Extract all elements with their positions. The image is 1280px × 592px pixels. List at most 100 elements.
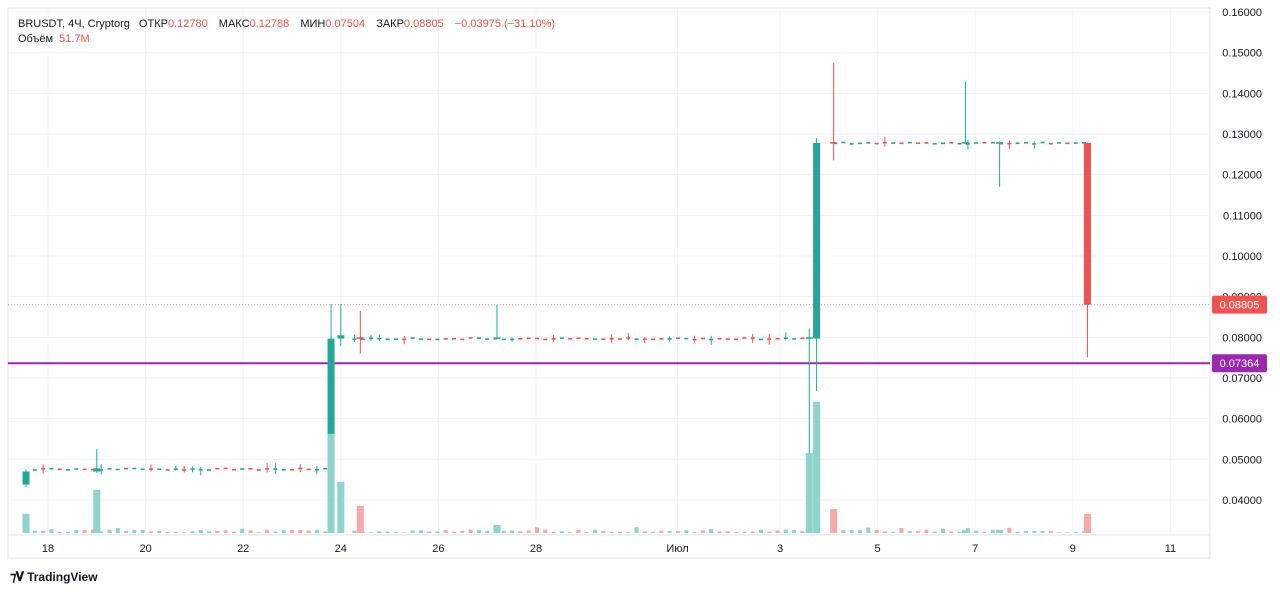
flat-candle xyxy=(957,142,962,145)
volume-bar xyxy=(22,513,30,533)
symbol-label[interactable]: BRUSDT, 4Ч, Cryptorg xyxy=(18,18,130,30)
volume-label[interactable]: Объём xyxy=(18,33,54,45)
volume-bar xyxy=(165,532,170,533)
flat-candle xyxy=(281,468,286,471)
y-tick-label: 0.05000 xyxy=(1222,454,1262,466)
volume-bar xyxy=(41,531,46,533)
volume-value: 51.7M xyxy=(59,33,90,45)
flat-candle xyxy=(742,337,747,339)
volume-bar xyxy=(402,532,407,533)
volume-bar xyxy=(460,530,465,533)
volume-bar xyxy=(273,531,278,533)
volume-bar xyxy=(949,531,954,533)
flat-candle xyxy=(215,467,220,470)
flat-candle xyxy=(584,337,589,340)
volume-bar xyxy=(667,530,672,533)
flat-candle xyxy=(240,468,245,470)
flat-candle xyxy=(1057,142,1062,144)
volume-bar xyxy=(551,531,556,533)
flat-candle xyxy=(874,142,879,145)
candle-body xyxy=(93,468,101,472)
volume-bar xyxy=(107,529,112,533)
volume-bar xyxy=(410,530,415,533)
flat-candle xyxy=(1065,142,1070,145)
y-tick-label: 0.14000 xyxy=(1222,88,1262,100)
volume-bar xyxy=(182,532,187,533)
volume-bar xyxy=(982,531,987,533)
flat-candle xyxy=(74,468,79,470)
candle-body xyxy=(813,142,821,339)
x-tick-label: 7 xyxy=(972,543,978,555)
volume-bar xyxy=(57,531,62,533)
volume-bar xyxy=(140,529,145,533)
flat-candle xyxy=(518,337,523,340)
close-value: 0.08805 xyxy=(403,18,444,30)
candle-body xyxy=(22,471,30,485)
volume-bar xyxy=(306,530,311,533)
flat-candle xyxy=(841,141,846,144)
flat-candle xyxy=(306,468,311,471)
volume-bar xyxy=(642,531,647,533)
volume-bar xyxy=(435,531,440,533)
volume-bar xyxy=(418,530,423,533)
candle-body xyxy=(961,142,969,144)
flat-candle xyxy=(82,468,87,471)
volume-bar xyxy=(813,401,821,533)
volume-bar xyxy=(74,530,79,533)
flat-candle xyxy=(700,337,705,340)
flat-candle xyxy=(1023,141,1028,144)
flat-candle xyxy=(132,467,137,470)
y-tick-label: 0.13000 xyxy=(1222,129,1262,141)
flat-candle xyxy=(792,338,797,340)
volume-bar xyxy=(692,532,697,533)
volume-bar xyxy=(1083,513,1091,533)
volume-bar xyxy=(858,529,863,533)
level-line-tag: 0.07364 xyxy=(1220,358,1260,370)
volume-bar xyxy=(248,530,253,533)
flat-candle xyxy=(734,338,739,341)
volume-bar xyxy=(337,481,345,533)
flat-candle xyxy=(360,338,365,341)
flat-candle xyxy=(526,337,531,340)
volume-bar xyxy=(49,529,54,533)
volume-bar xyxy=(468,529,473,533)
volume-bar xyxy=(543,529,548,533)
last-price-tag: 0.08805 xyxy=(1220,300,1260,312)
volume-bar xyxy=(377,531,382,533)
volume-bar xyxy=(493,525,501,533)
volume-bar xyxy=(593,529,598,533)
volume-bar xyxy=(314,529,319,533)
volume-bar xyxy=(452,531,457,533)
plot-border xyxy=(7,7,1211,559)
volume-bar xyxy=(882,531,887,533)
flat-candle xyxy=(435,338,440,341)
candle-body xyxy=(1083,142,1091,305)
volume-bar xyxy=(609,532,614,533)
flat-candle xyxy=(157,468,162,471)
tradingview-brand[interactable]: ⁊𝐕 TradingView xyxy=(10,569,98,585)
x-tick-label: 28 xyxy=(530,543,542,555)
volume-bar xyxy=(148,531,153,533)
flat-candle xyxy=(223,467,228,470)
volume-bar xyxy=(427,531,432,533)
volume-bar xyxy=(1023,531,1028,533)
flat-candle xyxy=(124,467,129,470)
volume-bar xyxy=(932,531,937,533)
volume-bar xyxy=(940,528,945,533)
flat-candle xyxy=(410,337,415,339)
volume-bar xyxy=(584,531,589,533)
volume-bar xyxy=(634,527,639,533)
volume-bar xyxy=(124,531,129,533)
y-tick-label: 0.10000 xyxy=(1222,251,1262,263)
flat-candle xyxy=(1040,141,1045,144)
volume-bar xyxy=(805,453,813,533)
volume-bar xyxy=(891,531,896,533)
volume-bar xyxy=(742,531,747,533)
flat-candle xyxy=(924,142,929,144)
volume-bar xyxy=(1048,531,1053,533)
flat-candle xyxy=(775,337,780,340)
volume-bar xyxy=(866,527,871,533)
volume-bar xyxy=(717,531,722,533)
